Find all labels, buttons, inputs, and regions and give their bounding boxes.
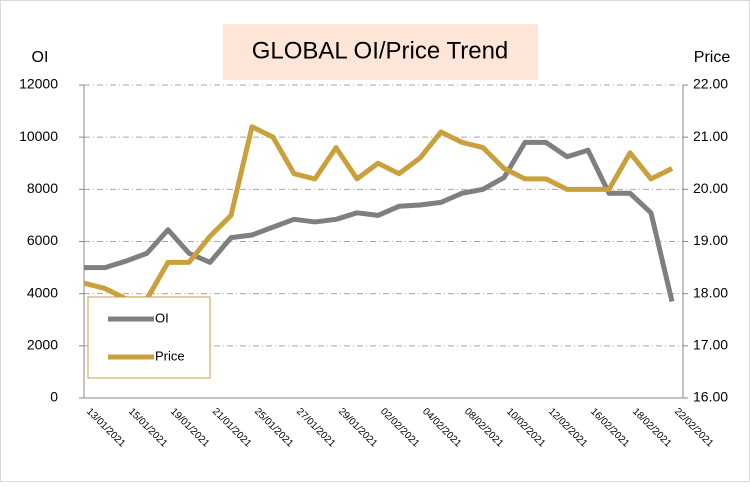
legend-label: Price	[155, 348, 185, 363]
y2-tick-label: 21.00	[693, 128, 728, 144]
y-tick-label: 8000	[27, 180, 58, 196]
y-axis-title: OI	[32, 49, 49, 66]
y2-tick-label: 22.00	[693, 76, 728, 92]
y-tick-label: 0	[50, 389, 58, 405]
y2-tick-label: 19.00	[693, 232, 728, 248]
y-tick-label: 2000	[27, 337, 58, 353]
title-box	[223, 24, 538, 80]
legend-label: OI	[155, 310, 169, 325]
y-tick-label: 10000	[19, 128, 58, 144]
legend-box	[87, 296, 211, 379]
y-tick-label: 4000	[27, 284, 58, 300]
y2-axis-title: Price	[694, 49, 731, 66]
y2-tick-label: 17.00	[693, 337, 728, 353]
series-line	[84, 139, 675, 303]
y-tick-label: 12000	[19, 76, 58, 92]
series-line	[83, 124, 674, 302]
y2-tick-label: 20.00	[693, 180, 728, 196]
y2-tick-label: 16.00	[693, 389, 728, 405]
y-tick-label: 6000	[27, 232, 58, 248]
chart-title: GLOBAL OI/Price Trend	[252, 37, 509, 64]
y2-tick-label: 18.00	[693, 284, 728, 300]
